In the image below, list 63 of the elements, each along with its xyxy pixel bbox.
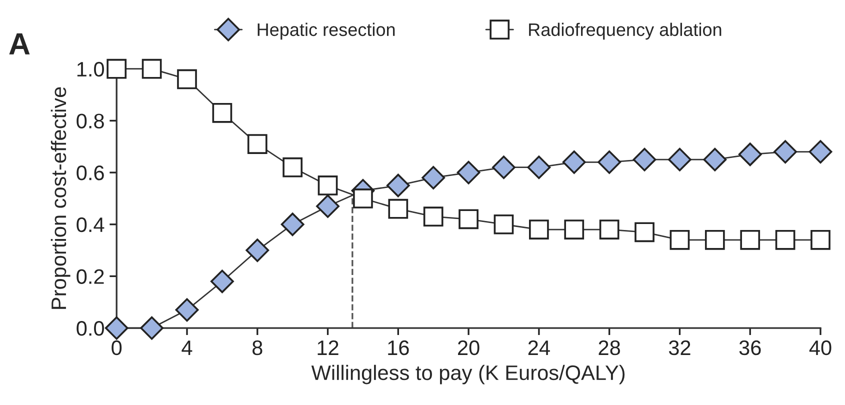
point <box>562 150 586 174</box>
point <box>177 69 197 90</box>
point <box>529 220 549 240</box>
y-tick-label: 1.0 <box>77 62 104 77</box>
y-tick-label: 0.0 <box>76 321 104 336</box>
point <box>280 212 304 236</box>
point <box>388 198 408 219</box>
point <box>246 238 270 262</box>
x-tick-label: 12 <box>318 340 338 355</box>
point <box>140 316 164 340</box>
x-tick-label: 36 <box>739 340 761 356</box>
point <box>527 156 551 180</box>
point <box>564 220 584 240</box>
point <box>318 176 338 196</box>
text: A <box>9 33 30 54</box>
y-tick-label: 0.8 <box>76 114 104 128</box>
x-tick-label: 28 <box>598 340 620 356</box>
x-axis-title: Willingless to pay (K Euros/QALY) <box>311 364 625 384</box>
point <box>774 140 798 164</box>
point <box>423 206 444 227</box>
x-tick-label: 4 <box>182 340 192 355</box>
point <box>106 58 127 79</box>
y-tick-label: 0.4 <box>76 217 104 232</box>
point <box>775 230 796 250</box>
point <box>704 230 725 250</box>
y-tick-label: 0.2 <box>76 269 104 284</box>
x-tick-label: 16 <box>388 340 409 356</box>
x-tick-label: 24 <box>528 340 550 355</box>
point <box>810 230 830 250</box>
y-axis-title: Proportion cost-effective <box>50 87 70 309</box>
point <box>632 148 656 172</box>
point <box>634 222 654 242</box>
point <box>740 230 760 250</box>
point <box>738 142 762 166</box>
point <box>316 194 340 218</box>
point <box>282 157 303 178</box>
point <box>175 298 199 322</box>
point <box>670 230 690 250</box>
point <box>458 209 478 230</box>
point <box>668 148 692 172</box>
point <box>212 102 232 123</box>
legend-label: Hepatic resection <box>258 22 395 40</box>
point <box>456 160 480 184</box>
x-tick-label: 0 <box>112 340 122 356</box>
point <box>247 134 268 154</box>
point <box>492 156 516 180</box>
point <box>598 150 622 174</box>
point <box>703 148 727 172</box>
legend-label: Radiofrequency ablation <box>529 22 722 40</box>
point <box>210 270 234 294</box>
point <box>422 166 446 190</box>
x-tick-label: 20 <box>458 340 480 356</box>
x-tick-label: 8 <box>252 340 262 356</box>
point <box>386 174 410 198</box>
point <box>104 316 128 340</box>
point <box>353 188 373 208</box>
x-tick-label: 40 <box>809 340 832 356</box>
x-tick-label: 32 <box>668 340 690 356</box>
point <box>808 140 832 164</box>
y-tick-label: 0.6 <box>76 166 104 180</box>
point <box>494 214 514 234</box>
point <box>599 220 620 240</box>
point <box>142 58 162 79</box>
